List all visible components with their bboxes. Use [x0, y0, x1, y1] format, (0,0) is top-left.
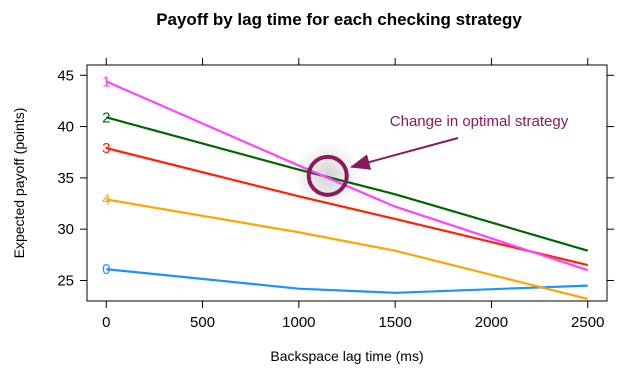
- series-marker-1: 1: [102, 73, 110, 90]
- y-tick-label: 35: [57, 170, 74, 187]
- series-marker-2: 2: [102, 109, 110, 126]
- annotation-glow: [293, 141, 362, 210]
- annotation-glow-circle: [293, 141, 362, 210]
- series-line-3: [105, 147, 588, 267]
- series-line-0: [106, 268, 588, 294]
- annotation-circle: [306, 154, 349, 197]
- series-marker-4: 4: [102, 191, 110, 208]
- x-axis-label: Backspace lag time (ms): [270, 348, 423, 364]
- x-tick-label: 1500: [378, 314, 411, 331]
- annotation: Change in optimal strategy: [306, 113, 569, 197]
- x-axis: 0 500 1000 1500 2000 2500: [102, 58, 604, 331]
- annotation-arrow: [349, 137, 459, 170]
- x-tick-label: 500: [190, 314, 215, 331]
- series-marker-3: 3: [102, 140, 110, 157]
- series-marker-0: 0: [102, 261, 110, 278]
- x-tick-label: 0: [102, 314, 110, 331]
- y-tick-label: 30: [57, 221, 74, 238]
- annotation-text: Change in optimal strategy: [390, 113, 569, 130]
- series-line-4: [106, 198, 589, 301]
- plot-frame: [86, 64, 608, 302]
- x-tick-label: 2500: [571, 314, 604, 331]
- y-axis-label: Expected payoff (points): [11, 108, 27, 259]
- y-tick-label: 40: [57, 119, 74, 136]
- y-tick-label: 25: [57, 272, 74, 289]
- y-tick-label: 45: [57, 67, 74, 84]
- series-line-1: [105, 80, 589, 272]
- chart-title: Payoff by lag time for each checking str…: [156, 10, 522, 29]
- x-tick-label: 2000: [475, 314, 508, 331]
- x-tick-label: 1000: [282, 314, 315, 331]
